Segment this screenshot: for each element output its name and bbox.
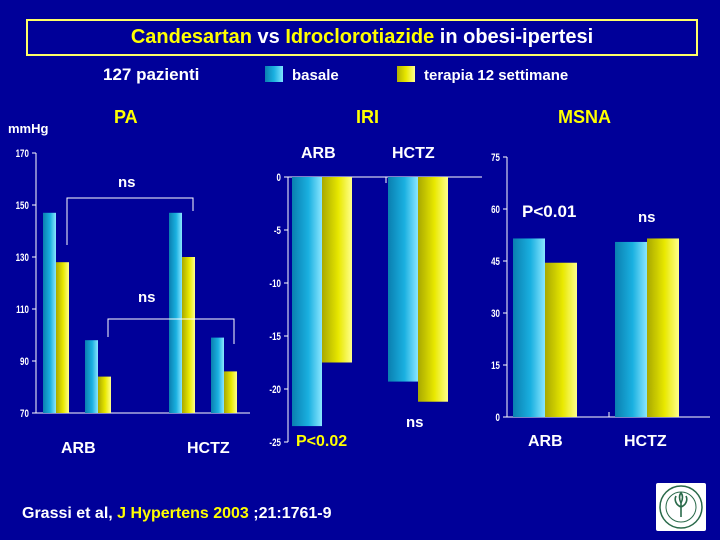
citation-journal: J Hypertens 2003 (117, 505, 249, 522)
iri-annotation-1: ns (406, 414, 424, 431)
pa-bar-basale-0 (43, 212, 56, 413)
pa-category-label-1: HCTZ (187, 440, 230, 457)
msna-y-tick-label: 0 (495, 412, 499, 425)
pa-bar-terapia-3 (224, 371, 237, 413)
iri-y-tick-label: -5 (274, 225, 282, 238)
msna-annotation-1: ns (638, 209, 656, 226)
iri-bar-basale-0 (292, 177, 322, 427)
seal-graphic (659, 485, 703, 529)
pa-y-tick-label: 150 (16, 200, 29, 213)
legend-swatch-terapia (397, 66, 415, 82)
pa-bar-basale-1 (85, 340, 98, 413)
msna-y-tick-label: 45 (491, 256, 500, 269)
iri-y-tick-label: -15 (269, 331, 281, 344)
iri-category-label-1: HCTZ (392, 145, 435, 162)
pa-bracket-2 (107, 318, 235, 344)
chart-title-pa: PA (114, 107, 138, 127)
msna-bar-basale-0 (513, 238, 545, 417)
pa-bar-basale-2 (169, 212, 182, 413)
pa-category-label-0: ARB (61, 440, 96, 457)
pa-bar-basale-3 (211, 337, 224, 413)
pa-y-tick-label: 90 (20, 356, 29, 369)
legend-label-terapia: terapia 12 settimane (424, 67, 569, 84)
title-drug-2: Idroclorotiazide (285, 26, 435, 48)
chart-title-iri: IRI (356, 107, 380, 127)
citation: Grassi et al, J Hypertens 2003 ;21:1761-… (22, 505, 332, 523)
legend-swatch-basale (265, 66, 283, 82)
iri-annotation-0: P<0.02 (296, 433, 347, 450)
pa-bracket-1 (66, 197, 194, 245)
msna-annotation-0: P<0.01 (522, 202, 576, 221)
pa-y-tick-label: 110 (16, 304, 29, 317)
citation-authors: Grassi et al, (22, 505, 118, 522)
pa-bar-terapia-1 (98, 376, 111, 413)
title-population: in obesi-ipertesi (434, 26, 594, 48)
chart-title-msna: MSNA (558, 107, 611, 127)
msna-y-tick-label: 75 (491, 152, 500, 165)
pa-bar-terapia-0 (56, 262, 69, 413)
pa-y-tick-label: 70 (20, 408, 29, 421)
msna-y-tick-label: 60 (491, 204, 500, 217)
iri-y-tick-label: -10 (269, 278, 280, 291)
iri-bar-terapia-0 (322, 177, 352, 363)
title-vs: vs (251, 26, 286, 48)
iri-bar-terapia-1 (418, 177, 448, 402)
pa-bar-terapia-2 (182, 257, 195, 413)
iri-y-tick-label: -20 (269, 384, 280, 397)
pa-annotation-0: ns (118, 174, 136, 191)
university-seal-icon (656, 483, 706, 531)
title-box: Candesartan vs Idroclorotiazide in obesi… (26, 19, 698, 56)
iri-y-tick-label: 0 (276, 172, 280, 185)
unit-label: mmHg (8, 121, 49, 136)
msna-category-label-1: HCTZ (624, 433, 667, 450)
iri-category-label-0: ARB (301, 145, 336, 162)
iri-y-tick-label: -25 (269, 437, 281, 450)
citation-ref: ;21:1761-9 (248, 505, 332, 522)
pa-annotation-1: ns (138, 289, 156, 306)
msna-y-tick-label: 30 (491, 308, 500, 321)
msna-bar-terapia-0 (545, 262, 577, 417)
iri-bar-basale-1 (388, 177, 418, 382)
msna-bar-basale-1 (615, 241, 647, 417)
legend-label-basale: basale (292, 67, 339, 84)
pa-y-tick-label: 170 (16, 148, 29, 161)
title-drug-1: Candesartan (130, 26, 252, 48)
msna-category-label-0: ARB (528, 433, 563, 450)
msna-y-tick-label: 15 (491, 360, 500, 373)
msna-bar-terapia-1 (647, 238, 679, 417)
pa-y-tick-label: 130 (16, 252, 29, 265)
subtitle: 127 pazienti (103, 65, 200, 84)
